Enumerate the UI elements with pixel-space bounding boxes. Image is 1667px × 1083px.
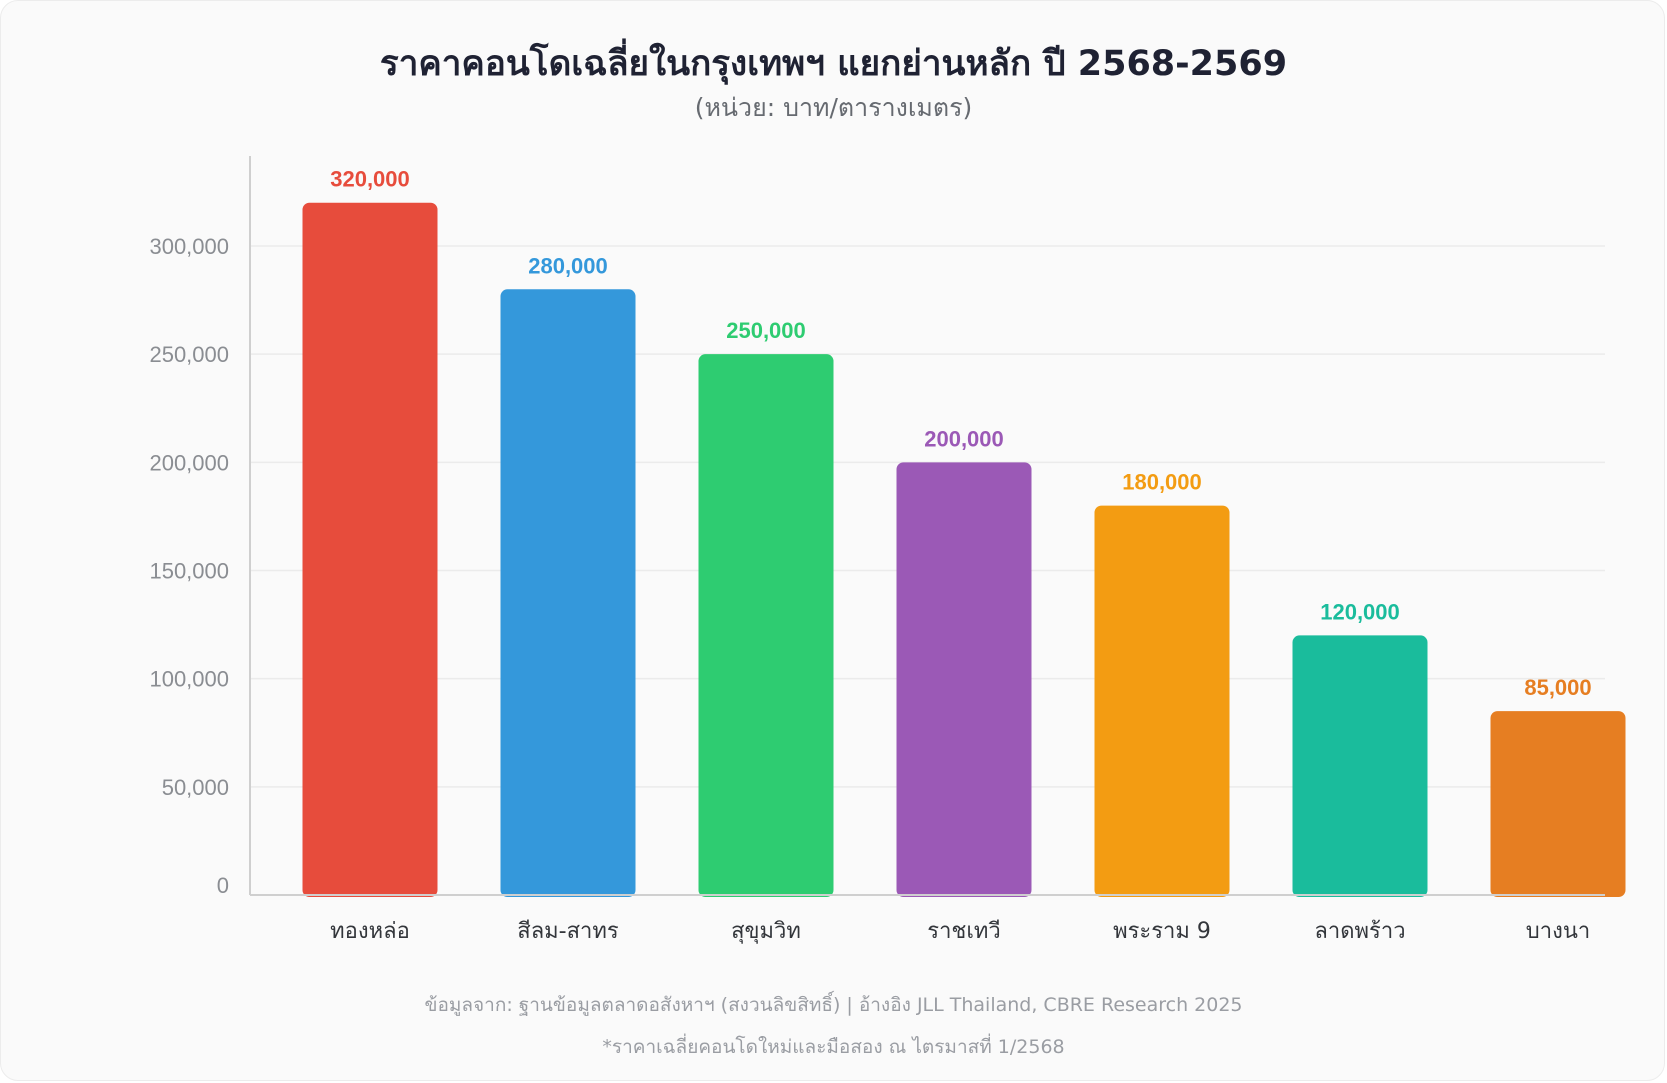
- bar-6: [1292, 635, 1428, 897]
- chart-subtitle: (หน่วย: บาท/ตารางเมตร): [694, 93, 973, 122]
- y-tick-label: 250,000: [149, 342, 229, 367]
- bar-value-label: 320,000: [330, 167, 410, 192]
- bar-value-label: 280,000: [528, 253, 608, 278]
- bar-4: [896, 462, 1032, 897]
- y-tick-label: 100,000: [149, 667, 229, 692]
- x-category-label: ราชเทวี: [927, 919, 1000, 944]
- x-category-label: ลาดพร้าว: [1314, 919, 1405, 944]
- y-tick-label: 150,000: [149, 559, 229, 584]
- bar-value-label: 200,000: [924, 426, 1004, 451]
- bar-value-label: 250,000: [726, 318, 806, 343]
- bar-2: [500, 289, 636, 897]
- footer-source: ข้อมูลจาก: ฐานข้อมูลตลาดอสังหาฯ (สงวนลิข…: [424, 994, 1243, 1016]
- y-tick-label: 50,000: [162, 775, 229, 800]
- x-category-label: พระราม 9: [1113, 919, 1211, 944]
- footer-note: *ราคาเฉลี่ยคอนโดใหม่และมือสอง ณ ไตรมาสที…: [602, 1036, 1065, 1058]
- x-category-label: สีลม-สาทร: [517, 919, 619, 944]
- x-category-label: บางนา: [1526, 919, 1590, 944]
- bar-3: [698, 354, 834, 898]
- y-tick-label: 0: [217, 873, 229, 898]
- bar-7: [1490, 711, 1626, 897]
- y-tick-label: 300,000: [149, 234, 229, 259]
- bar-value-label: 120,000: [1320, 599, 1400, 624]
- bar-5: [1094, 505, 1230, 897]
- bar-value-label: 85,000: [1524, 675, 1591, 700]
- chart-title: ราคาคอนโดเฉลี่ยในกรุงเทพฯ แยกย่านหลัก ปี…: [379, 44, 1288, 84]
- bar-value-label: 180,000: [1122, 470, 1202, 495]
- bar-1: [302, 202, 438, 897]
- x-category-label: สุขุมวิท: [731, 919, 801, 944]
- x-category-label: ทองหล่อ: [330, 919, 410, 944]
- y-tick-label: 200,000: [149, 450, 229, 475]
